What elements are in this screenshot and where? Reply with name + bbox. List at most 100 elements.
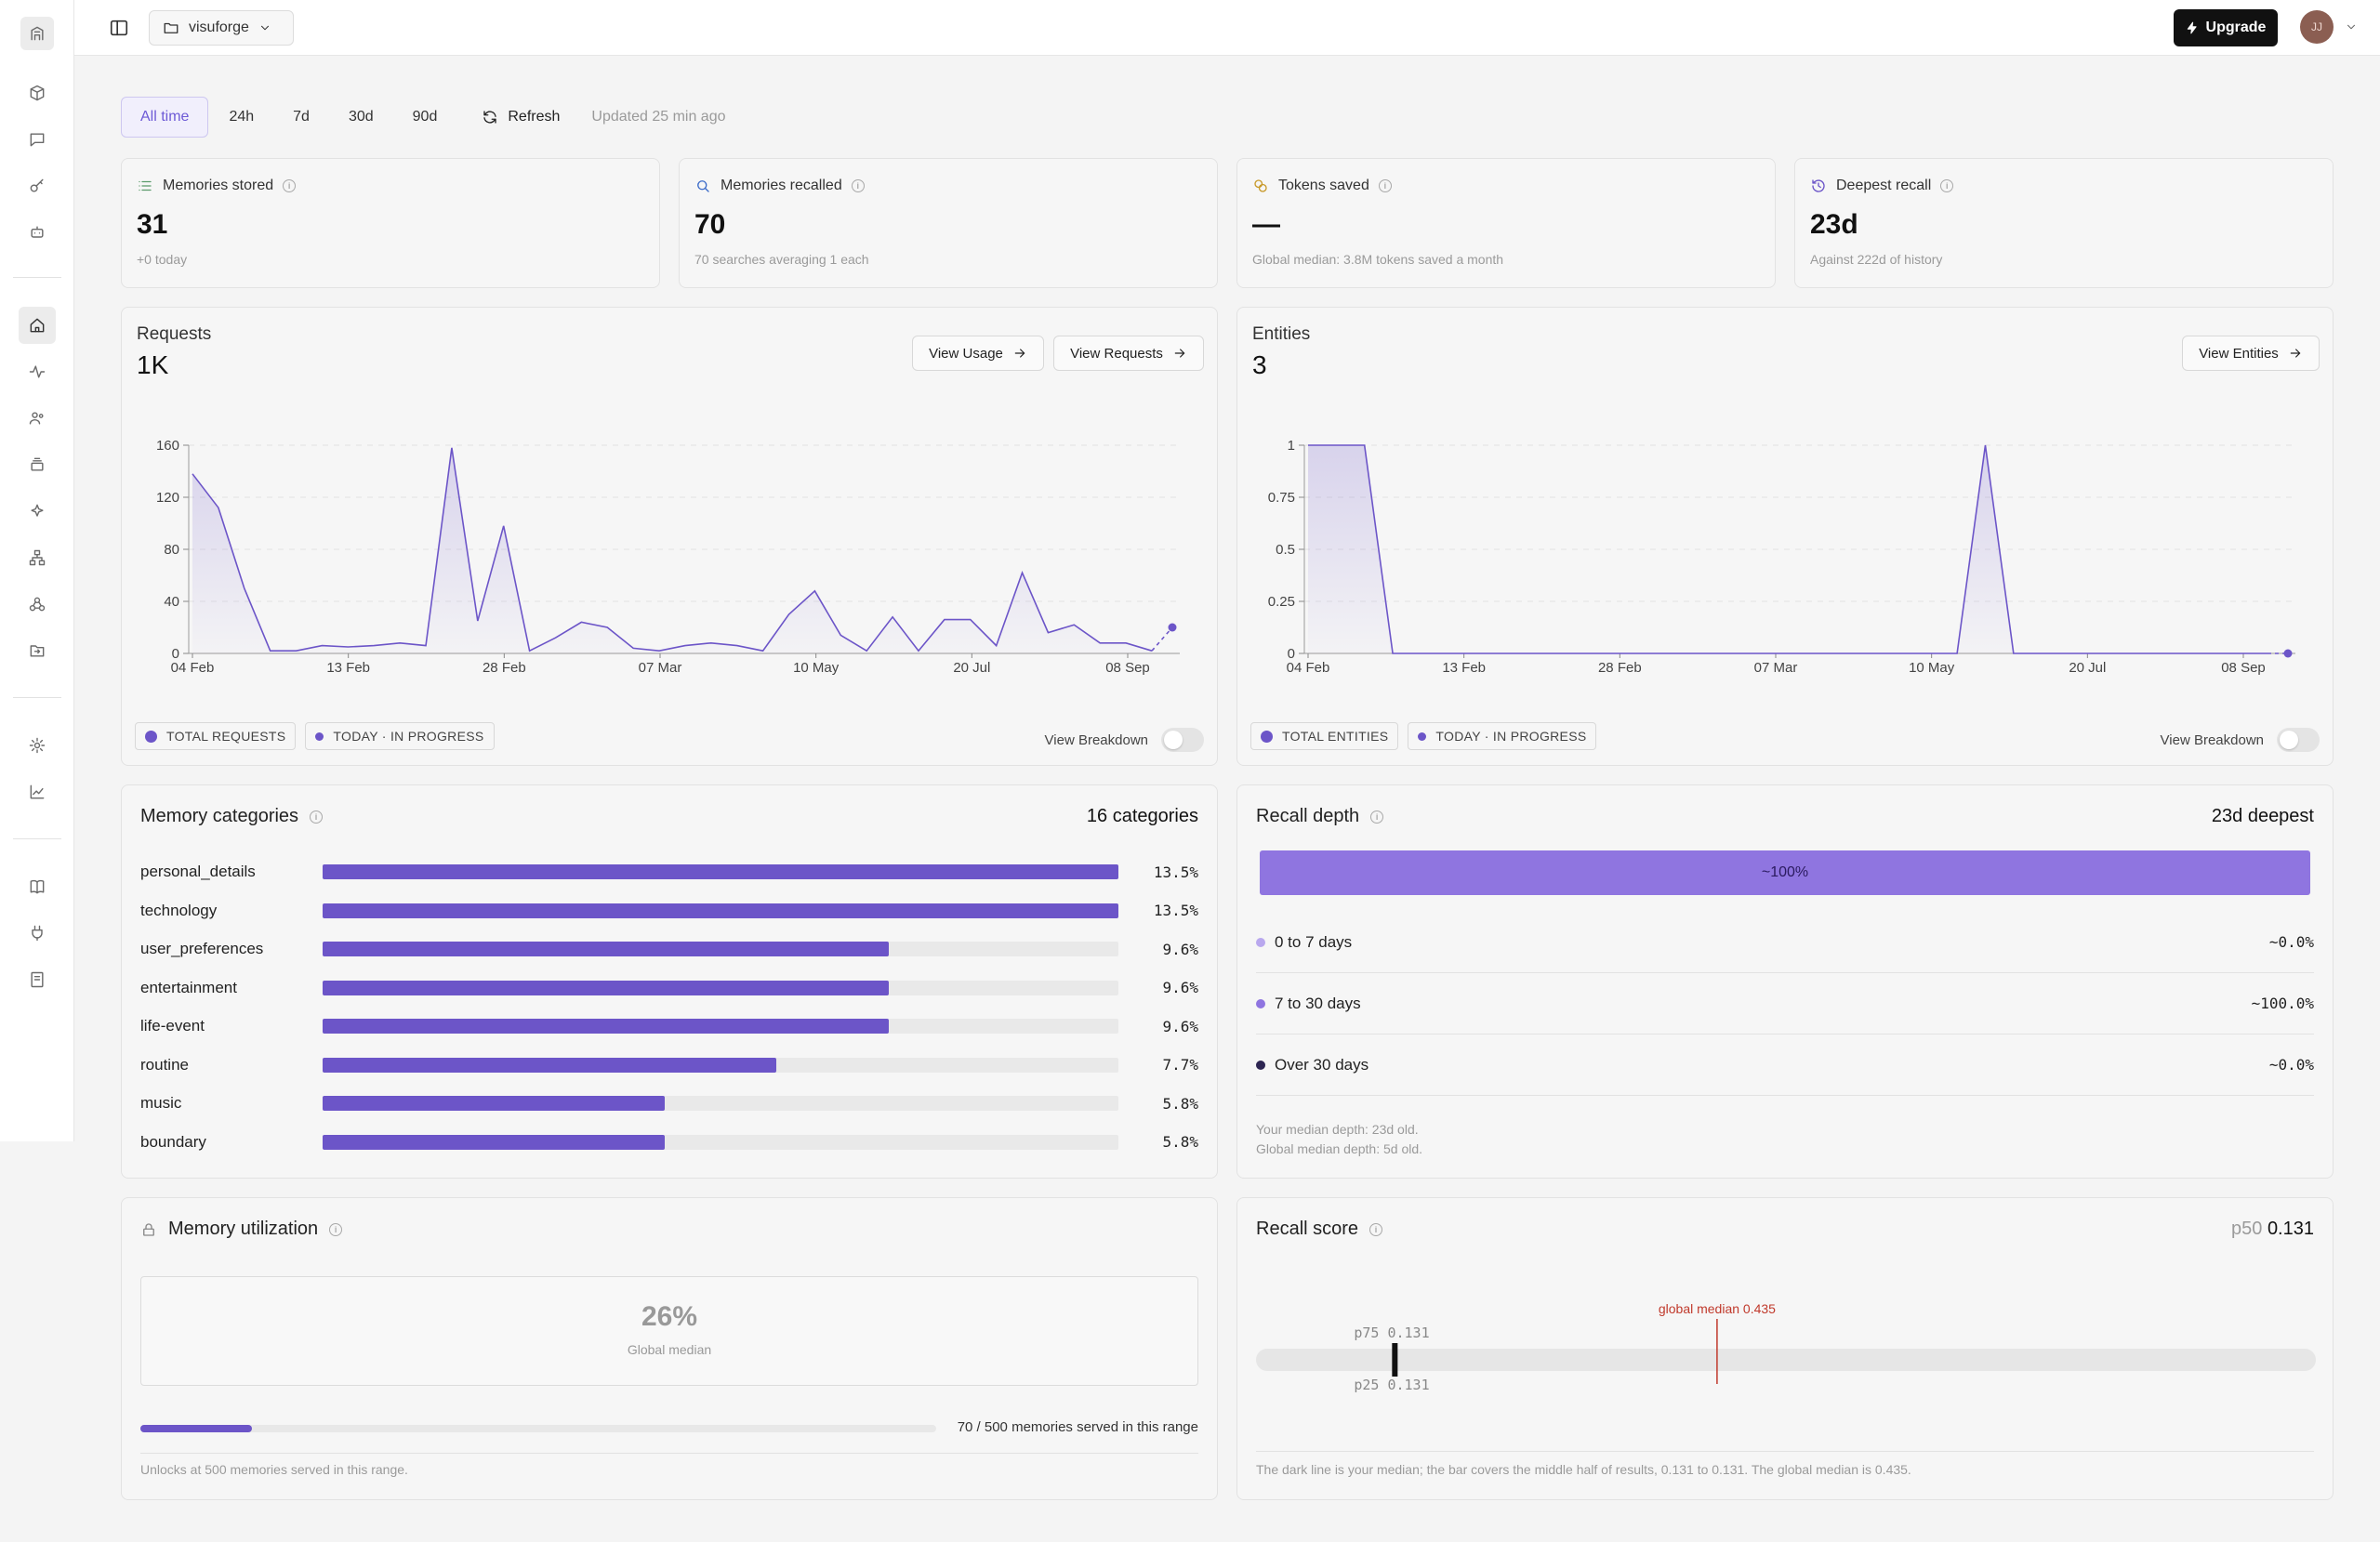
- refresh-button[interactable]: Refresh: [482, 109, 560, 125]
- range-7d[interactable]: 7d: [293, 109, 310, 125]
- view-requests-button[interactable]: View Requests: [1053, 336, 1204, 371]
- depth-dot: [1256, 937, 1265, 947]
- category-row: boundary 5.8%: [140, 1128, 1198, 1156]
- sidebar-toggle-icon[interactable]: [108, 17, 130, 39]
- project-selector[interactable]: visuforge: [149, 10, 294, 46]
- arrow-right-icon: [1012, 346, 1027, 361]
- box-icon[interactable]: [24, 80, 50, 106]
- stat-value: 31: [137, 209, 168, 240]
- category-bar-fill: [323, 980, 889, 995]
- info-icon[interactable]: i: [1940, 179, 1954, 192]
- x-tick-label: 10 May: [793, 660, 840, 676]
- info-icon[interactable]: i: [329, 1222, 343, 1236]
- info-icon[interactable]: i: [851, 179, 865, 192]
- sparkles-icon[interactable]: [24, 498, 50, 524]
- avatar[interactable]: JJ: [2300, 10, 2334, 44]
- home-icon[interactable]: [19, 307, 56, 344]
- global-median-box: 26% Global median: [140, 1276, 1198, 1386]
- category-name: life-event: [140, 1017, 205, 1035]
- category-row: technology 13.5%: [140, 897, 1198, 925]
- notebook-icon[interactable]: [24, 967, 50, 993]
- legend-today[interactable]: TODAY · IN PROGRESS: [1408, 722, 1597, 750]
- logo-icon[interactable]: [20, 17, 54, 50]
- arrow-right-icon: [2288, 346, 2303, 361]
- chart-total: 3: [1252, 350, 1267, 379]
- depth-dot: [1256, 1060, 1265, 1070]
- view-usage-label: View Usage: [929, 345, 1003, 362]
- info-icon[interactable]: i: [1369, 1222, 1383, 1236]
- chat-icon[interactable]: [24, 126, 50, 152]
- range-90d[interactable]: 90d: [412, 109, 438, 125]
- view-entities-button[interactable]: View Entities: [2182, 336, 2320, 371]
- legend-total-entities[interactable]: TOTAL ENTITIES: [1250, 722, 1399, 750]
- stat-sub: Global median: 3.8M tokens saved a month: [1252, 252, 1504, 267]
- p50-value: 0.131: [2267, 1219, 2314, 1239]
- view-entities-label: View Entities: [2199, 345, 2279, 362]
- legend-today[interactable]: TODAY · IN PROGRESS: [305, 722, 495, 750]
- stat-card-memories-recalled: Memories recalled i 70 70 searches averag…: [679, 158, 1218, 288]
- info-icon[interactable]: i: [283, 179, 297, 192]
- stat-card-memories-stored: Memories stored i 31 +0 today: [121, 158, 660, 288]
- info-icon[interactable]: i: [1378, 179, 1392, 192]
- category-name: technology: [140, 901, 218, 919]
- range-24h[interactable]: 24h: [229, 109, 255, 125]
- category-percent: 13.5%: [1153, 902, 1198, 919]
- x-tick-label: 20 Jul: [953, 660, 990, 676]
- category-percent: 9.6%: [1162, 940, 1198, 958]
- layers-icon[interactable]: [24, 452, 50, 478]
- category-bar-fill: [323, 942, 889, 956]
- import-icon[interactable]: [24, 638, 50, 664]
- webhook-icon[interactable]: [24, 591, 50, 617]
- category-name: boundary: [140, 1132, 206, 1151]
- category-bar-track: [323, 1134, 1118, 1150]
- legend-dot: [1261, 730, 1273, 743]
- activity-icon[interactable]: [24, 359, 50, 385]
- info-icon[interactable]: i: [1370, 810, 1384, 824]
- category-bar-fill: [323, 1096, 665, 1111]
- category-row: music 5.8%: [140, 1089, 1198, 1117]
- recall-depth-card: Recall depth i 23d deepest ~100% 0 to 7 d…: [1236, 784, 2334, 1179]
- legend-dot: [145, 730, 157, 743]
- stat-value: —: [1252, 209, 1280, 240]
- section-title: Memory utilization: [168, 1219, 319, 1239]
- range-30d[interactable]: 30d: [348, 109, 374, 125]
- p25-label: p25 0.131: [1354, 1377, 1429, 1393]
- series-line: [192, 447, 1153, 652]
- memory-categories-card: Memory categories i 16 categories persona…: [121, 784, 1218, 1179]
- x-tick-label: 07 Mar: [639, 660, 682, 676]
- key-icon[interactable]: [24, 173, 50, 199]
- chart-title: Requests: [137, 324, 212, 344]
- y-tick-label: 0.75: [1268, 490, 1295, 506]
- legend-total-requests[interactable]: TOTAL REQUESTS: [135, 722, 297, 750]
- bot-icon[interactable]: [24, 219, 50, 245]
- global-median-value: 26%: [641, 1301, 698, 1332]
- recall-score-note: The dark line is your median; the bar co…: [1256, 1462, 1911, 1477]
- category-name: entertainment: [140, 978, 237, 996]
- users-icon[interactable]: [24, 405, 50, 431]
- entities-card: Entities 3 View Entities 0 0.25 0.5 0.75 1 04…: [1236, 307, 2334, 766]
- global-median-label: global median 0.435: [1659, 1301, 1776, 1316]
- breakdown-toggle[interactable]: [1161, 728, 1204, 752]
- search-icon: [694, 178, 711, 194]
- breakdown-toggle[interactable]: [2277, 728, 2320, 752]
- book-icon[interactable]: [24, 874, 50, 900]
- view-usage-button[interactable]: View Usage: [912, 336, 1044, 371]
- info-icon[interactable]: i: [310, 810, 324, 824]
- entities-legend: TOTAL ENTITIES TODAY · IN PROGRESS: [1250, 722, 1597, 750]
- folder-icon: [163, 20, 179, 36]
- range-all-time[interactable]: All time: [121, 97, 209, 138]
- network-icon[interactable]: [24, 545, 50, 571]
- gear-icon[interactable]: [24, 732, 50, 758]
- legend-label: TODAY · IN PROGRESS: [1435, 729, 1587, 744]
- global-median-label: Global median: [627, 1342, 712, 1357]
- chart-title: Entities: [1252, 324, 1311, 344]
- chevron-down-icon[interactable]: [2345, 20, 2358, 33]
- x-tick-label: 04 Feb: [1287, 660, 1330, 676]
- plug-icon[interactable]: [24, 920, 50, 946]
- category-percent: 5.8%: [1162, 1094, 1198, 1113]
- recall-score-card: Recall score i p50 0.131 global median 0.…: [1236, 1197, 2334, 1500]
- upgrade-button[interactable]: Upgrade: [2174, 9, 2278, 46]
- project-name: visuforge: [189, 20, 249, 35]
- deepest-label: 23d deepest: [2211, 806, 2314, 826]
- chart-icon[interactable]: [24, 779, 50, 805]
